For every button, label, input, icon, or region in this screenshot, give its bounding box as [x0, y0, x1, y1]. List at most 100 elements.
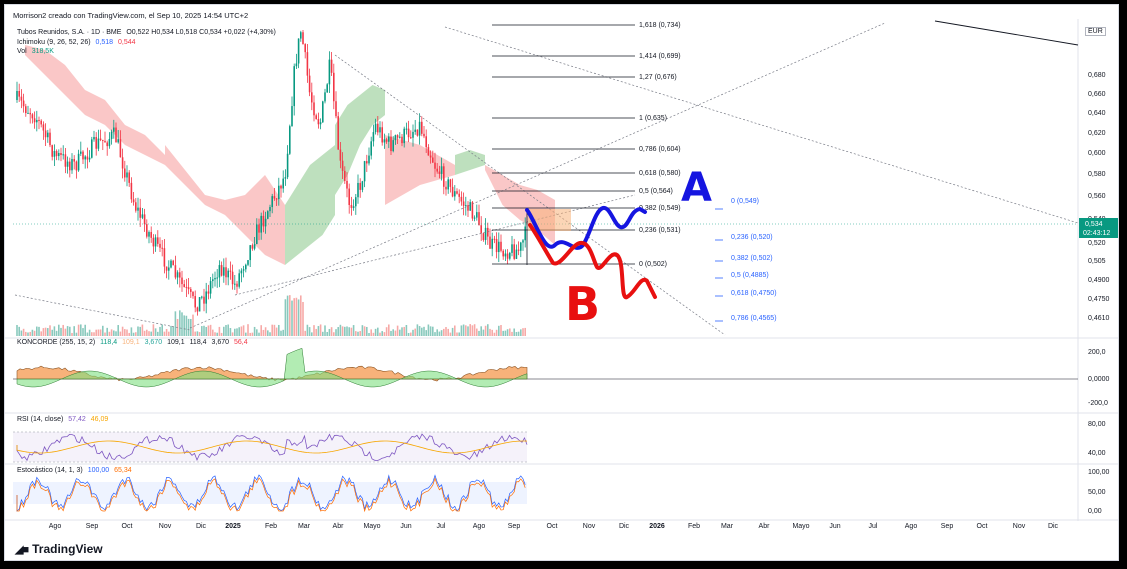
- volume-bar: [500, 325, 502, 336]
- volume-bar: [240, 326, 243, 336]
- candle-body: [240, 270, 243, 274]
- fib-retracement-label: 0,236 (0,520): [731, 234, 773, 241]
- volume-legend[interactable]: Vol 318,5K: [17, 48, 54, 55]
- fib-extension-label: 1,27 (0,676): [639, 74, 677, 81]
- candle-body: [20, 96, 23, 101]
- candle-body: [278, 185, 280, 200]
- volume-bar: [487, 324, 489, 336]
- volume-bar: [251, 332, 254, 336]
- chart-canvas[interactable]: 0,6800,6600,6400,6200,6000,5800,5600,540…: [5, 5, 1119, 561]
- candle-body: [62, 154, 64, 156]
- candle-body: [403, 128, 405, 144]
- candle-body: [161, 247, 163, 249]
- volume-bar: [249, 332, 251, 336]
- candle-body: [220, 265, 223, 276]
- rsi-legend[interactable]: RSI (14, close) 57,42 46,09: [17, 416, 108, 423]
- candle-body: [152, 237, 155, 247]
- volume-bar: [346, 326, 348, 336]
- price-tick-label: 0,600: [1088, 150, 1106, 157]
- candle-body: [458, 193, 460, 197]
- volume-bar: [293, 298, 295, 336]
- candle-body: [500, 241, 502, 251]
- candle-body: [282, 178, 284, 189]
- volume-bar: [328, 328, 331, 336]
- ichimoku-legend[interactable]: Ichimoku (9, 26, 52, 26) 0,518 0,544: [17, 39, 136, 46]
- candles-group: [16, 29, 526, 316]
- stochastic-tick-label: 0,00: [1088, 508, 1102, 515]
- volume-bar: [29, 331, 31, 336]
- volume-bar: [339, 324, 342, 336]
- candle-body: [513, 244, 515, 259]
- volume-bar: [84, 324, 86, 336]
- candle-body: [502, 250, 504, 257]
- volume-bar: [242, 325, 245, 336]
- currency-button[interactable]: EUR: [1085, 27, 1106, 36]
- candle-body: [350, 205, 353, 208]
- candle-body: [66, 161, 69, 167]
- volume-bar: [132, 332, 135, 336]
- candle-body: [370, 141, 372, 156]
- stochastic-tick-label: 50,00: [1088, 489, 1106, 496]
- candle-body: [82, 151, 84, 160]
- candle-body: [256, 224, 258, 245]
- koncorde-tick-label: -200,0: [1088, 400, 1108, 407]
- fib-extension-label: 0,382 (0,549): [639, 205, 681, 212]
- candle-body: [80, 151, 82, 154]
- candle-body: [49, 132, 51, 146]
- volume-bar: [399, 329, 401, 336]
- volume-bar: [137, 326, 139, 336]
- candle-body: [73, 159, 75, 162]
- candle-body: [315, 115, 317, 120]
- volume-bar: [520, 329, 522, 336]
- candle-body: [124, 168, 126, 178]
- candle-body: [432, 157, 434, 163]
- price-tick-label: 0,680: [1088, 72, 1106, 79]
- candle-body: [110, 131, 113, 139]
- volume-bar: [126, 329, 128, 336]
- volume-bar: [429, 326, 432, 336]
- volume-bar: [438, 331, 441, 336]
- volume-bar: [401, 327, 403, 336]
- volume-bar: [517, 331, 520, 336]
- candle-body: [223, 267, 225, 276]
- koncorde-legend[interactable]: KONCORDE (255, 15, 2) 118,4 109,1 3,670 …: [17, 339, 248, 346]
- candle-body: [128, 172, 130, 183]
- volume-bar: [306, 324, 309, 336]
- candle-body: [51, 145, 53, 157]
- volume-bar: [366, 326, 368, 336]
- time-tick-label: Ago: [49, 523, 62, 530]
- candle-body: [306, 52, 309, 76]
- volume-bar: [119, 331, 122, 336]
- volume-bar: [163, 331, 166, 336]
- candle-body: [368, 155, 370, 164]
- volume-bar: [141, 324, 144, 336]
- rsi-label: RSI (14, close): [17, 416, 64, 423]
- volume-bar: [418, 326, 421, 336]
- koncorde-value-3: 3,670: [144, 339, 163, 346]
- volume-bar: [16, 324, 18, 336]
- volume-bar: [495, 329, 498, 336]
- candle-body: [399, 136, 401, 138]
- stochastic-tick-label: 100,00: [1088, 469, 1110, 476]
- ichimoku-cloud-segment: [335, 85, 385, 195]
- candle-body: [229, 270, 232, 272]
- candle-body: [383, 139, 386, 143]
- candle-body: [117, 139, 119, 143]
- volume-bar: [143, 330, 146, 336]
- volume-bar: [60, 327, 62, 336]
- candle-body: [214, 277, 216, 280]
- volume-bar: [86, 332, 89, 336]
- stochastic-legend[interactable]: Estocástico (14, 1, 3) 100,00 65,34: [17, 467, 132, 474]
- time-tick-label: Nov: [159, 523, 172, 530]
- candle-body: [58, 153, 60, 157]
- volume-bar: [152, 324, 155, 336]
- candle-body: [324, 92, 326, 102]
- volume-bar: [196, 331, 199, 336]
- volume-bar: [427, 324, 430, 336]
- candle-body: [88, 157, 91, 160]
- volume-bar: [454, 325, 456, 336]
- bar-countdown: 02:43:12: [1083, 230, 1110, 237]
- volume-bar: [258, 332, 260, 336]
- volume-bar: [297, 299, 300, 336]
- volume-bar: [185, 315, 188, 336]
